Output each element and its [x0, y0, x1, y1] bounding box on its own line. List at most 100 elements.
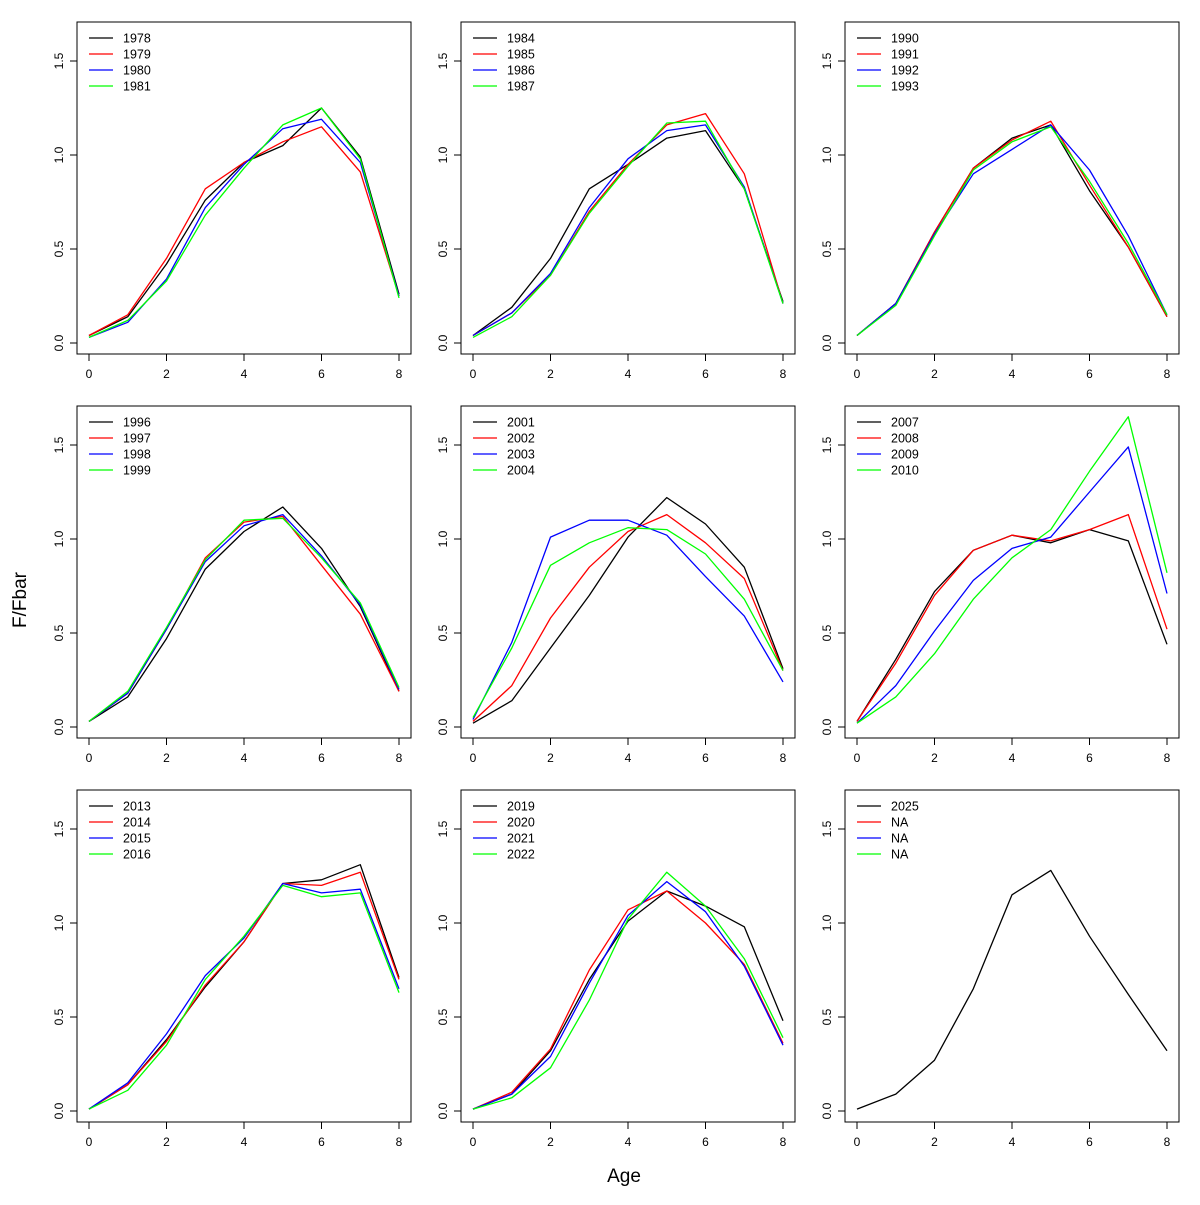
y-tick-label: 1.0 [436, 914, 450, 931]
legend-label: 2019 [507, 800, 535, 814]
x-tick-label: 0 [86, 367, 93, 381]
series-line-2014 [88, 871, 400, 1110]
series-line-2002 [472, 513, 784, 722]
series-line-1999 [88, 517, 400, 722]
legend-label: 2016 [123, 848, 151, 862]
x-tick-label: 4 [625, 1135, 632, 1149]
chart-panel-6: 0 2 4 6 8 0.0 0.5 1.0 1.5 2007 2008 2009 2010 [820, 405, 1180, 765]
y-tick-label: 0.0 [820, 334, 834, 351]
x-tick-label: 6 [318, 1135, 325, 1149]
y-tick-label: 1.5 [820, 52, 834, 69]
legend-label: 1997 [123, 432, 151, 446]
y-tick-label: 0.5 [52, 240, 66, 257]
y-tick-label: 0.0 [436, 718, 450, 735]
chart-panel-7: 0 2 4 6 8 0.0 0.5 1.0 1.5 2013 2014 2015 2016 [52, 789, 412, 1149]
legend-label: NA [891, 816, 909, 830]
legend-label: 1985 [507, 48, 535, 62]
x-tick-label: 0 [854, 1135, 861, 1149]
x-tick-label: 8 [780, 1135, 787, 1149]
x-tick-label: 0 [470, 367, 477, 381]
y-tick-label: 0.5 [820, 1008, 834, 1025]
legend-label: 2002 [507, 432, 535, 446]
series-line-1981 [88, 107, 400, 338]
series-line-1992 [856, 124, 1168, 337]
y-tick-label: 0.5 [52, 624, 66, 641]
series-line-1996 [88, 506, 400, 722]
x-tick-label: 6 [1086, 1135, 1093, 1149]
legend-label: 2021 [507, 832, 535, 846]
series-line-2004 [472, 527, 784, 718]
series-line-2008 [856, 513, 1168, 722]
x-tick-label: 8 [396, 367, 403, 381]
chart-panel-4: 0 2 4 6 8 0.0 0.5 1.0 1.5 1996 1997 1998 1999 [52, 405, 412, 765]
y-tick-label: 0.5 [436, 1008, 450, 1025]
x-tick-label: 4 [241, 751, 248, 765]
legend-label: 2008 [891, 432, 919, 446]
y-tick-label: 0.5 [52, 1008, 66, 1025]
legend-label: 2025 [891, 800, 919, 814]
legend-label: 1991 [891, 48, 919, 62]
series-line-2021 [472, 880, 784, 1110]
legend-label: 2007 [891, 416, 919, 430]
legend-label: 1993 [891, 80, 919, 94]
x-tick-label: 6 [702, 367, 709, 381]
y-axis-label: F/Fbar [10, 571, 31, 628]
y-tick-label: 0.0 [52, 718, 66, 735]
legend-label: 1990 [891, 32, 919, 46]
legend-label: 1978 [123, 32, 151, 46]
y-tick-label: 0.5 [820, 240, 834, 257]
x-tick-label: 0 [86, 751, 93, 765]
x-tick-label: 2 [547, 367, 554, 381]
series-line-1993 [856, 126, 1168, 337]
x-tick-label: 6 [702, 751, 709, 765]
x-tick-label: 8 [1164, 751, 1171, 765]
chart-panel-2: 0 2 4 6 8 0.0 0.5 1.0 1.5 1984 1985 1986 1987 [436, 21, 796, 381]
y-tick-label: 1.0 [52, 914, 66, 931]
y-tick-label: 1.5 [52, 52, 66, 69]
series-line-2010 [856, 416, 1168, 724]
series-line-2009 [856, 446, 1168, 724]
y-tick-label: 0.0 [52, 1102, 66, 1119]
x-tick-label: 0 [470, 751, 477, 765]
y-tick-label: 1.5 [436, 436, 450, 453]
x-tick-label: 2 [163, 367, 170, 381]
legend-label: 1984 [507, 32, 535, 46]
x-tick-label: 2 [547, 751, 554, 765]
x-tick-label: 2 [163, 1135, 170, 1149]
y-tick-label: 1.5 [820, 820, 834, 837]
x-tick-label: 4 [625, 751, 632, 765]
y-tick-label: 0.5 [436, 624, 450, 641]
legend-label: 1992 [891, 64, 919, 78]
y-tick-label: 0.0 [52, 334, 66, 351]
x-tick-label: 2 [163, 751, 170, 765]
legend-label: 1987 [507, 80, 535, 94]
series-line-1985 [472, 112, 784, 337]
x-tick-label: 8 [780, 751, 787, 765]
y-tick-label: 1.5 [436, 820, 450, 837]
series-line-1991 [856, 120, 1168, 337]
x-tick-label: 8 [780, 367, 787, 381]
y-tick-label: 1.0 [436, 530, 450, 547]
x-tick-label: 2 [931, 1135, 938, 1149]
series-line-2019 [472, 890, 784, 1110]
series-line-2020 [472, 890, 784, 1110]
chart-panel-1: 0 2 4 6 8 0.0 0.5 1.0 1.5 1978 1979 1980 1981 [52, 21, 412, 381]
x-tick-label: 4 [1009, 1135, 1016, 1149]
y-tick-label: 0.0 [436, 1102, 450, 1119]
series-line-2001 [472, 496, 784, 724]
x-tick-label: 2 [931, 367, 938, 381]
legend-label: 2001 [507, 416, 535, 430]
x-tick-label: 2 [931, 751, 938, 765]
x-tick-label: 0 [854, 367, 861, 381]
legend-label: 1996 [123, 416, 151, 430]
x-tick-label: 4 [1009, 751, 1016, 765]
series-line-1997 [88, 515, 400, 722]
x-tick-label: 4 [625, 367, 632, 381]
x-tick-label: 6 [318, 367, 325, 381]
legend-label: 1986 [507, 64, 535, 78]
y-tick-label: 0.0 [820, 1102, 834, 1119]
legend-label: 1999 [123, 464, 151, 478]
y-tick-label: 1.5 [820, 436, 834, 453]
series-line-2025 [856, 869, 1168, 1110]
